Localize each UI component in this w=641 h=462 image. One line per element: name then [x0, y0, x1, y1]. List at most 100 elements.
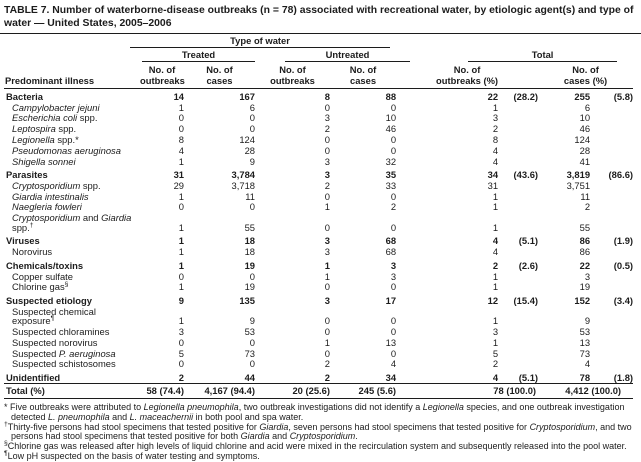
- value-cell: 19: [579, 281, 591, 293]
- value-cell: 44: [244, 372, 255, 384]
- value-cell: 124: [239, 134, 255, 145]
- value-cell: 0: [249, 123, 255, 135]
- value-cell: 4: [390, 358, 397, 370]
- value-cell: 1: [178, 101, 184, 113]
- illness-cell: Suspected P. aeruginosa: [12, 347, 116, 359]
- value-cell: [498, 191, 538, 202]
- footnotes-block: * Five outbreaks were attributed to Legi…: [0, 399, 641, 462]
- illness-cell: Legionella spp.*: [12, 134, 79, 145]
- value-cell: 78: [579, 372, 591, 384]
- col-header-treated-cases: No. of cases: [184, 62, 255, 90]
- predominant-illness-header: Predominant illness: [4, 62, 140, 90]
- value-cell: 55: [244, 221, 255, 233]
- value-cell: 2: [324, 358, 330, 370]
- value-cell: [590, 156, 633, 167]
- illness-cell: Pseudomonas aeruginosa: [12, 144, 121, 156]
- value-cell: [590, 247, 633, 258]
- total-value-cell: 20 (25.6): [255, 383, 330, 400]
- value-cell: 2: [324, 372, 330, 384]
- value-cell: [590, 359, 633, 370]
- value-cell: 0: [390, 347, 397, 359]
- value-cell: 32: [385, 155, 397, 167]
- value-cell: 3,751: [566, 179, 591, 191]
- value-cell: 6: [584, 101, 591, 113]
- value-cell: 9: [249, 155, 255, 167]
- value-cell: 34: [487, 169, 499, 181]
- value-cell: (28.2): [513, 90, 539, 102]
- value-cell: 31: [173, 169, 184, 181]
- type-of-water-header: Type of water: [130, 34, 391, 49]
- value-cell: 29: [173, 179, 184, 191]
- value-cell: 0: [178, 358, 184, 370]
- value-cell: (1.9): [613, 235, 634, 247]
- table-row: Shigella sonnei 1 9 3 32 4 41: [4, 156, 633, 167]
- value-cell: [590, 213, 633, 233]
- value-cell: (1.8): [613, 372, 634, 384]
- value-cell: 10: [579, 112, 591, 124]
- value-cell: [590, 337, 633, 348]
- value-cell: 73: [244, 347, 255, 359]
- table-row: Cryptosporidium spp. 29 3,718 2 33 31 3,751: [4, 180, 633, 191]
- total-value-cell: 78 (100.0): [396, 383, 539, 400]
- col-header-untreated-outbreaks: No. of outbreaks: [255, 62, 330, 90]
- value-cell: 0: [324, 315, 330, 327]
- value-cell: 9: [178, 294, 184, 306]
- illness-cell: Shigella sonnei: [12, 155, 76, 167]
- value-cell: [590, 348, 633, 359]
- footnote: §Chlorine gas was released after high le…: [4, 440, 627, 452]
- value-cell: 3,784: [231, 169, 255, 181]
- value-cell: (5.1): [518, 372, 539, 384]
- value-cell: 0: [178, 112, 184, 124]
- value-cell: 152: [574, 294, 591, 306]
- illness-cell: Bacteria: [6, 90, 44, 102]
- value-cell: 0: [324, 134, 330, 145]
- value-cell: (5.1): [518, 235, 539, 247]
- table-row: Leptospira spp. 0 0 2 46 2 46: [4, 124, 633, 135]
- value-cell: 1: [324, 201, 330, 213]
- value-cell: 18: [244, 235, 255, 247]
- value-cell: 1: [178, 281, 184, 293]
- value-cell: 19: [244, 281, 255, 293]
- value-cell: 6: [249, 101, 255, 113]
- value-cell: 3: [324, 112, 330, 124]
- value-cell: [498, 156, 538, 167]
- table-row: Pseudomonas aeruginosa 4 28 0 0 4 28: [4, 145, 633, 156]
- illness-cell: Suspected chloramines: [12, 326, 110, 338]
- value-cell: 1: [178, 315, 184, 327]
- value-cell: [498, 282, 538, 293]
- value-cell: 0: [324, 281, 330, 293]
- value-cell: 0: [324, 190, 330, 202]
- table-row: Escherichia coli spp. 0 0 3 10 3 10: [4, 113, 633, 124]
- value-cell: 3,718: [231, 179, 255, 191]
- footnote-marker: †: [4, 420, 8, 428]
- value-cell: 1: [178, 155, 184, 167]
- value-cell: 34: [385, 372, 397, 384]
- total-value-cell: 58 (74.4): [140, 383, 184, 400]
- illness-cell: Chemicals/toxins: [6, 259, 84, 271]
- value-cell: 0: [390, 326, 397, 338]
- value-cell: (43.6): [513, 169, 539, 181]
- value-cell: 46: [579, 123, 591, 135]
- value-cell: 4: [584, 358, 591, 370]
- value-cell: 41: [579, 155, 591, 167]
- value-cell: 2: [390, 201, 397, 213]
- value-cell: 14: [173, 90, 184, 102]
- value-cell: 2: [492, 358, 499, 370]
- footnote-marker: §: [4, 440, 8, 448]
- value-cell: 2: [492, 123, 499, 135]
- value-cell: 2: [492, 259, 499, 271]
- illness-cell: Suspected etiology: [6, 294, 92, 306]
- value-cell: 28: [244, 144, 255, 156]
- value-cell: 0: [390, 134, 397, 145]
- value-cell: 22: [487, 90, 499, 102]
- value-cell: (5.8): [613, 90, 634, 102]
- value-cell: 2: [324, 123, 330, 135]
- value-cell: 4: [492, 235, 499, 247]
- value-cell: 13: [579, 336, 591, 348]
- table-body: Bacteria 14 167 8 88 22 (28.2) 255 (5.8) Campylob…: [4, 89, 634, 400]
- table-row: Suspected schistosomes 0 0 2 4 2 4: [4, 359, 633, 370]
- value-cell: 13: [385, 336, 397, 348]
- table-row: Norovirus 1 18 3 68 4 86: [4, 247, 633, 258]
- value-cell: [590, 134, 633, 145]
